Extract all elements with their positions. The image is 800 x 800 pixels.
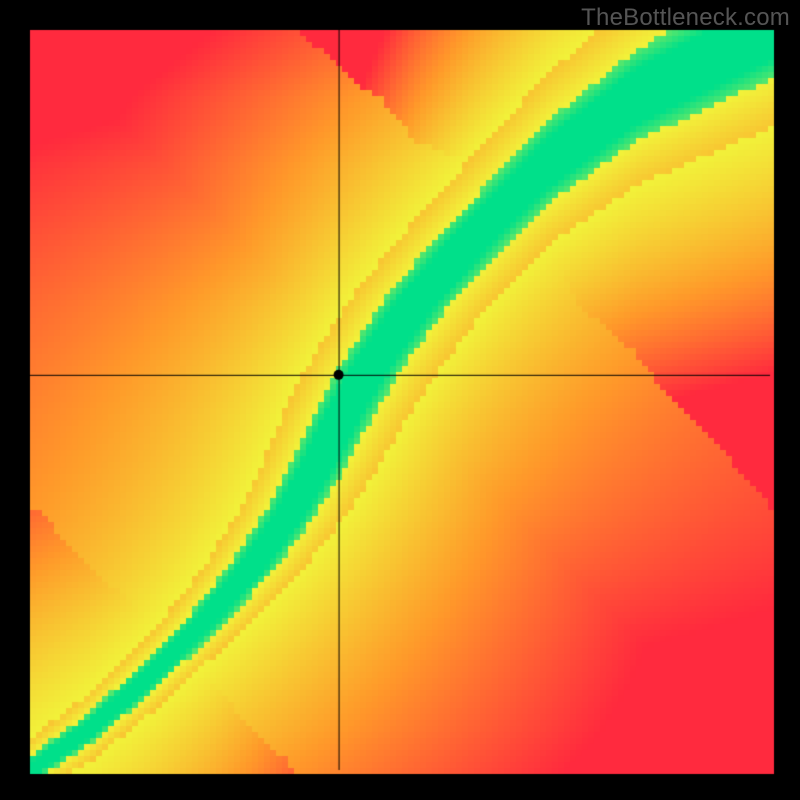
bottleneck-heatmap <box>0 0 800 800</box>
watermark-text: TheBottleneck.com <box>581 4 790 32</box>
chart-container: TheBottleneck.com <box>0 0 800 800</box>
